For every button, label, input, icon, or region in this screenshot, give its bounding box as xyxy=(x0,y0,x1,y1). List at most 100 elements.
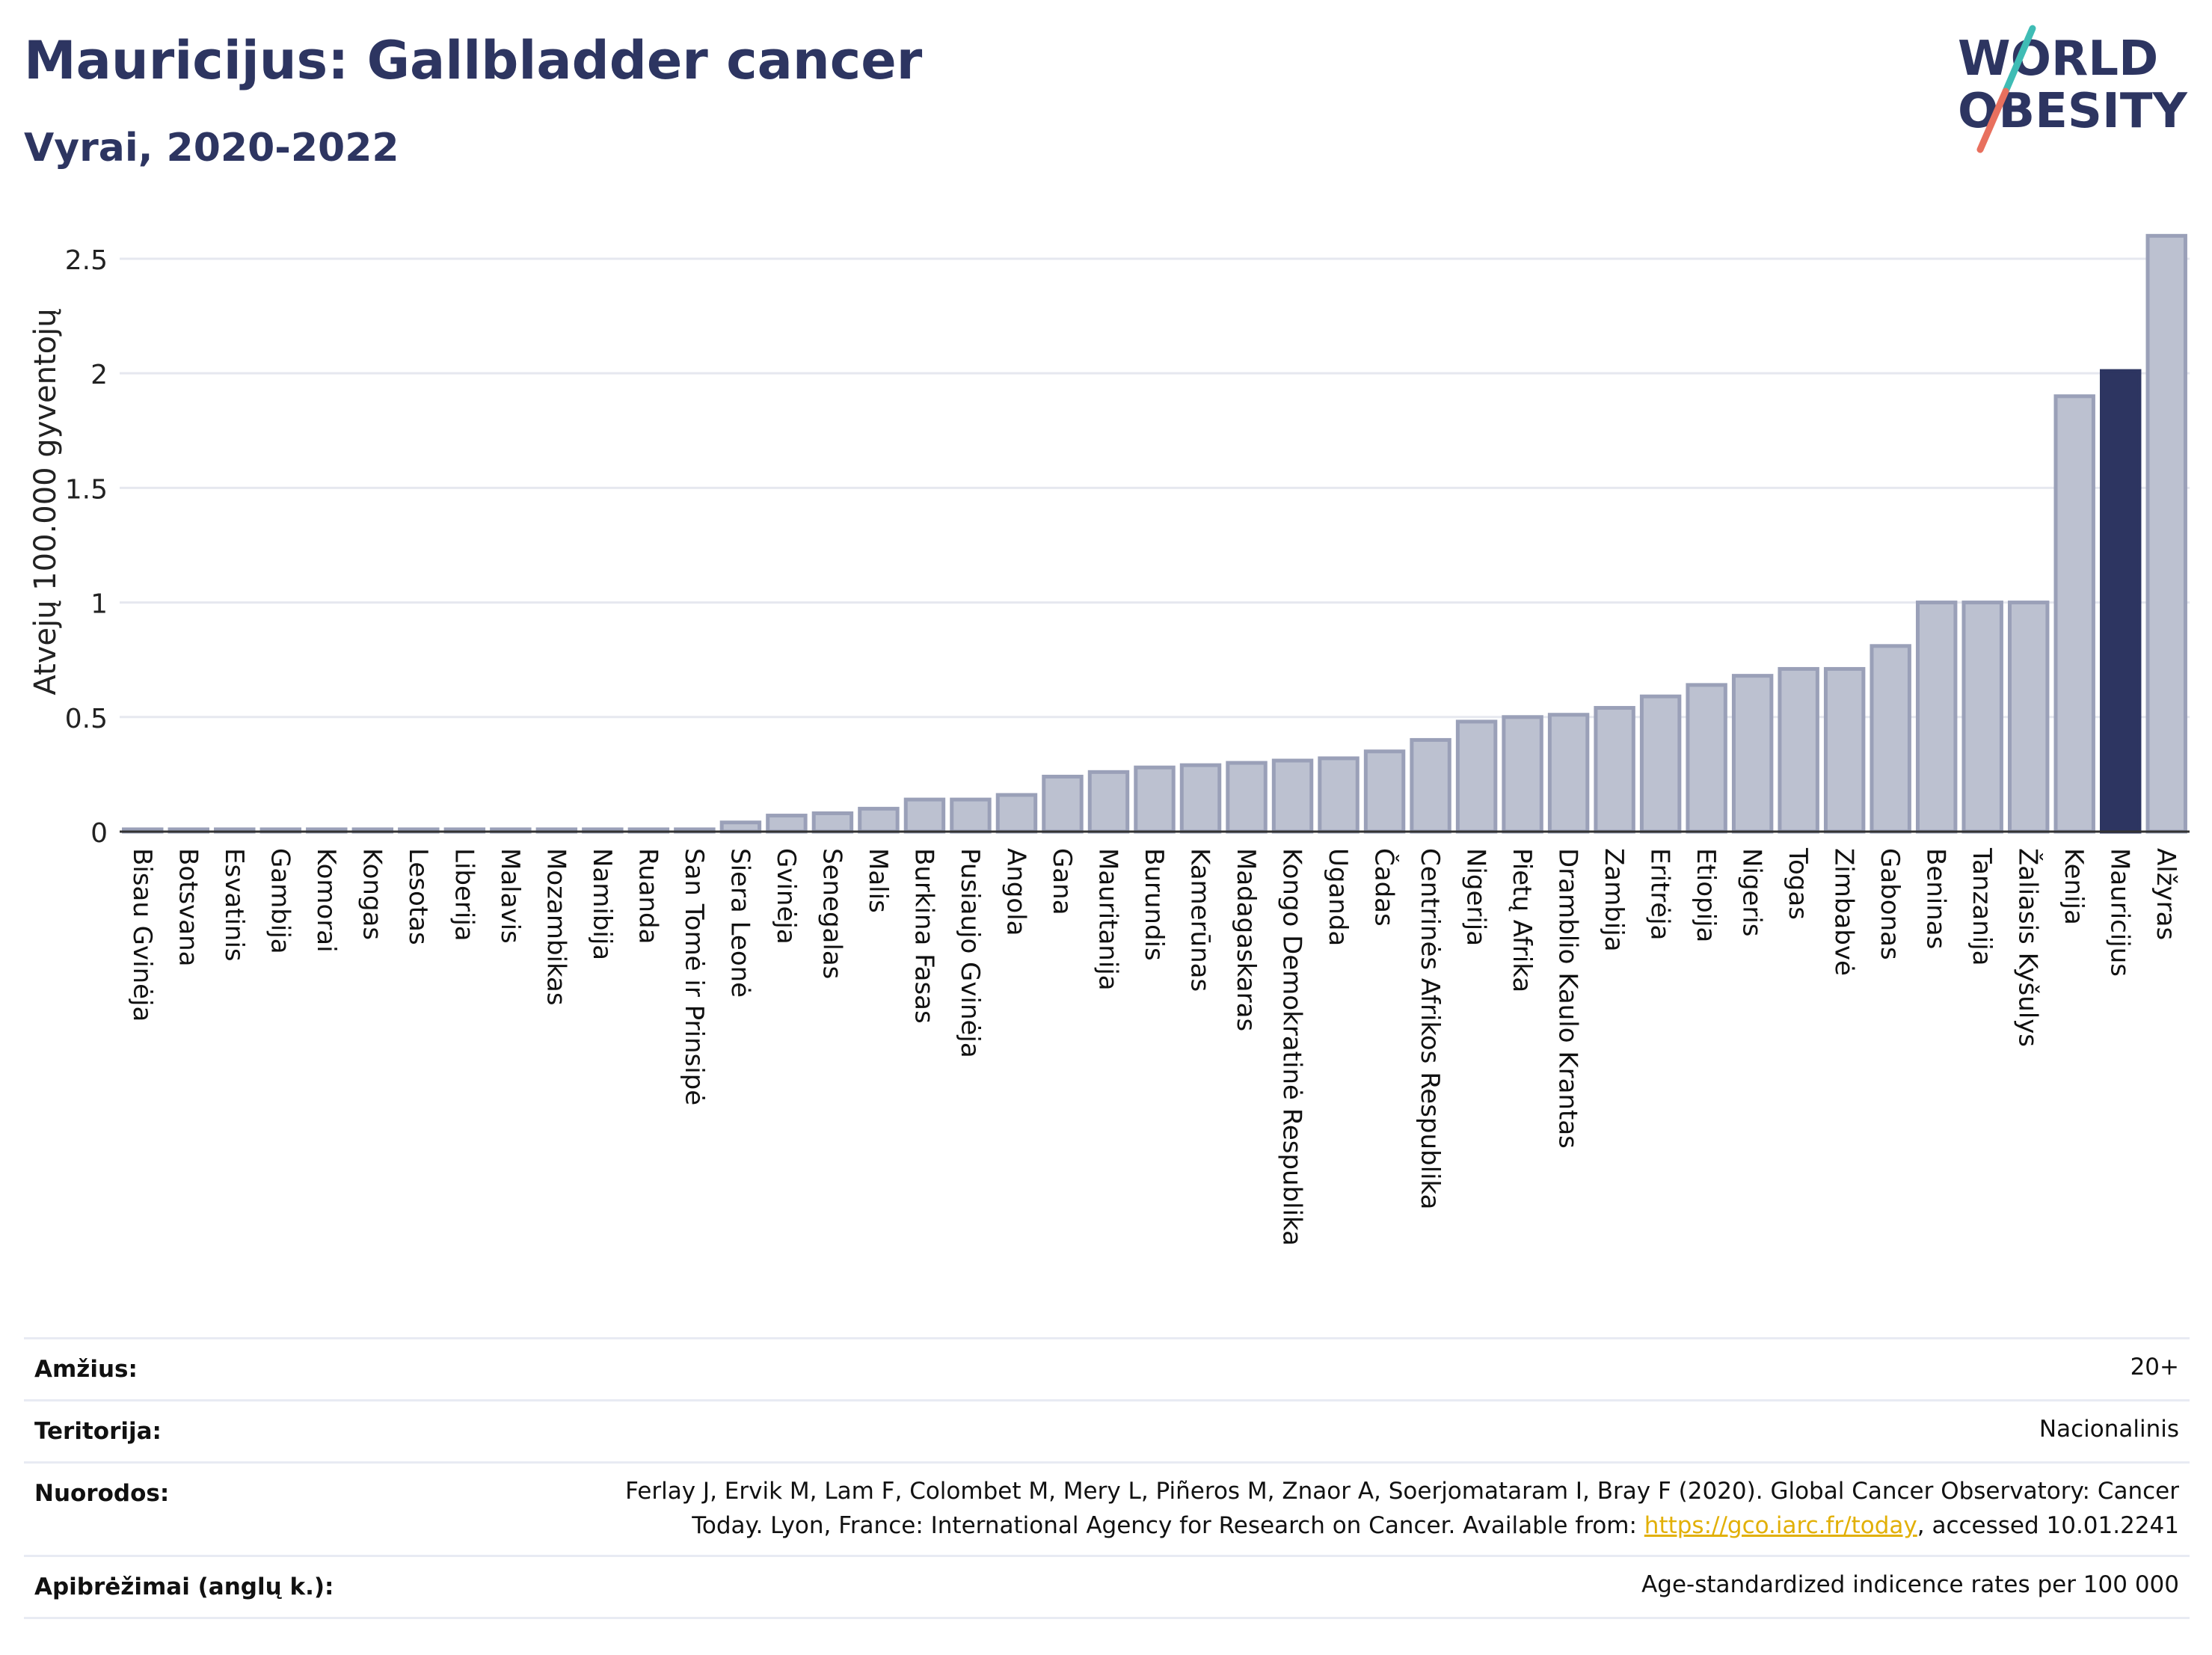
bar xyxy=(1410,737,1451,834)
x-tick-label: Gana xyxy=(1047,848,1077,915)
x-tick-label: Nigerija xyxy=(1461,848,1491,946)
y-tick-label: 1.5 xyxy=(65,474,108,505)
x-tick-label: San Tomė ir Prinsipė xyxy=(679,848,709,1105)
x-tick-label: Gabonas xyxy=(1875,848,1905,960)
x-tick-label: Malavis xyxy=(495,848,525,944)
references-label: Nuorodos: xyxy=(34,1480,170,1507)
bar xyxy=(1870,644,1911,834)
world-obesity-logo: WORLD OBESITY xyxy=(1958,25,2187,153)
chart-title: Mauricijus: Gallbladder cancer xyxy=(24,30,923,91)
territory-label: Teritorija: xyxy=(34,1418,162,1445)
y-tick-label: 2 xyxy=(90,360,108,390)
bar xyxy=(811,811,854,834)
x-tick-label: Lesotas xyxy=(403,848,433,945)
x-tick-label: Esvatinis xyxy=(219,848,249,962)
bar xyxy=(1226,761,1268,834)
bar xyxy=(995,793,1038,834)
x-tick-label: Pietų Afrika xyxy=(1507,848,1537,992)
references-line-2: Today. Lyon, France: International Agenc… xyxy=(384,1508,2179,1543)
logo-slash-top xyxy=(2002,25,2036,95)
bar xyxy=(766,814,808,834)
bar xyxy=(1363,749,1406,834)
references-value: Ferlay J, Ervik M, Lam F, Colombet M, Me… xyxy=(384,1474,2179,1543)
y-tick-label: 0.5 xyxy=(65,704,108,734)
bar xyxy=(903,797,946,834)
meta-row-definitions: Apibrėžimai (anglų k.): Age-standardized… xyxy=(24,1557,2190,1619)
bar-chart: 0 0.5 1 1.5 2 2.5 Atvejų 100.000 gyventojų Bisa… xyxy=(28,233,2190,1246)
x-tick-label: Kongas xyxy=(357,848,387,940)
bar xyxy=(1915,601,1958,834)
x-tick-label: Čadas xyxy=(1369,848,1400,927)
bar xyxy=(1686,683,1727,834)
y-tick-label: 2.5 xyxy=(65,245,108,276)
x-tick-label: Zimbabvė xyxy=(1829,848,1859,976)
x-tick-label: Tanzanija xyxy=(1967,847,1997,965)
x-tick-label: Gambija xyxy=(265,848,295,954)
x-tick-label: Uganda xyxy=(1323,848,1353,946)
logo-text-world: WORLD xyxy=(1958,31,2158,87)
bar xyxy=(1594,706,1635,834)
bar xyxy=(1502,715,1543,834)
bar xyxy=(2145,233,2187,834)
bar xyxy=(1087,770,1130,834)
x-tick-label: Namibija xyxy=(587,848,617,960)
x-tick-label: Ruanda xyxy=(633,848,663,944)
metadata-table: Amžius: 20+ Teritorija: Nacionalinis Nuo… xyxy=(24,1337,2190,1619)
x-tick-label: Eritrėja xyxy=(1645,848,1675,940)
y-axis-label: Atvejų 100.000 gyventojų xyxy=(28,308,63,695)
x-tick-label: Bisau Gvinėja xyxy=(127,848,157,1022)
x-tick-label: Zambija xyxy=(1599,848,1629,952)
x-tick-label: Botsvana xyxy=(173,848,203,967)
x-tick-label: Mauricijus xyxy=(2105,848,2135,977)
bar xyxy=(1961,601,2003,834)
logo-slash-bottom xyxy=(1976,87,2009,153)
x-tick-label: Mauritanija xyxy=(1093,848,1122,991)
x-tick-label: Centrinės Afrikos Respublika xyxy=(1415,848,1445,1209)
bar xyxy=(1318,756,1360,834)
x-tick-label: Liberija xyxy=(449,848,479,942)
x-tick-label: Etiopija xyxy=(1691,848,1721,942)
references-accessed: , accessed 10.01.2241 xyxy=(1917,1512,2179,1539)
bar xyxy=(1778,666,1819,834)
x-tick-label: Kongo Demokratinė Respublika xyxy=(1277,848,1307,1246)
x-tick-label: Kenija xyxy=(2059,848,2089,925)
y-tick-label: 1 xyxy=(90,589,108,620)
x-tick-label: Siera Leonė xyxy=(725,848,755,998)
x-tick-label: Gvinėja xyxy=(771,848,801,945)
meta-row-age: Amžius: 20+ xyxy=(24,1339,2190,1401)
references-line-1: Ferlay J, Ervik M, Lam F, Colombet M, Me… xyxy=(625,1478,2179,1505)
x-tick-label: Beninas xyxy=(1921,848,1951,949)
bar xyxy=(1547,713,1590,834)
meta-row-territory: Teritorija: Nacionalinis xyxy=(24,1401,2190,1464)
meta-row-references: Nuorodos: Ferlay J, Ervik M, Lam F, Colo… xyxy=(24,1464,2190,1557)
bar xyxy=(2100,369,2142,834)
x-tick-label: Pusiaujo Gvinėja xyxy=(955,848,985,1058)
y-tick-label: 0 xyxy=(90,818,108,849)
bar xyxy=(858,806,900,834)
x-tick-label: Malis xyxy=(863,848,893,913)
x-tick-label: Togas xyxy=(1783,847,1813,920)
x-tick-label: Burkina Fasas xyxy=(909,848,938,1024)
bar xyxy=(2053,394,2095,834)
x-tick-label: Kamerūnas xyxy=(1185,848,1215,992)
definitions-label: Apibrėžimai (anglų k.): xyxy=(34,1573,334,1600)
x-tick-label: Komorai xyxy=(311,848,341,953)
x-tick-label: Nigeris xyxy=(1737,848,1767,937)
bar xyxy=(950,797,992,834)
references-link[interactable]: https://gco.iarc.fr/today xyxy=(1644,1512,1917,1539)
bar xyxy=(719,820,762,834)
bar xyxy=(1042,774,1084,834)
bar xyxy=(1823,666,1866,834)
x-tick-label: Dramblio Kaulo Krantas xyxy=(1553,848,1583,1149)
bar xyxy=(1134,765,1176,834)
x-tick-label: Alžyras xyxy=(2151,848,2181,940)
definitions-value: Age-standardized indicence rates per 100… xyxy=(1641,1571,2179,1598)
bar xyxy=(1455,719,1498,834)
chart-subtitle: Vyrai, 2020-2022 xyxy=(24,126,399,171)
bar xyxy=(2007,601,2050,834)
x-tick-label: Mozambikas xyxy=(541,848,571,1006)
x-tick-label: Senegalas xyxy=(817,848,847,979)
bar xyxy=(1271,758,1314,834)
bar xyxy=(1731,674,1774,834)
x-tick-label: Burundis xyxy=(1139,848,1169,961)
